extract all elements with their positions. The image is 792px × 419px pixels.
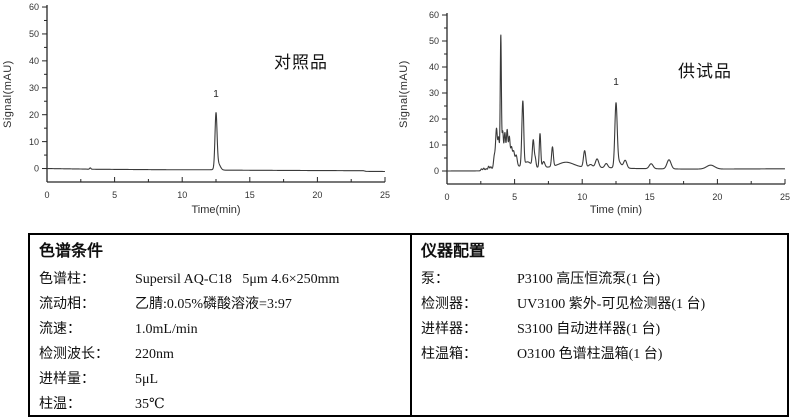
condition-value: 乙腈:0.05%磷酸溶液=3:97: [135, 297, 292, 312]
condition-label: 流动相：: [39, 297, 95, 312]
condition-label: 流速：: [39, 322, 81, 337]
svg-text:10: 10: [429, 140, 439, 150]
svg-text:10: 10: [29, 137, 39, 147]
condition-value: 5μL: [135, 372, 159, 387]
tick-labels: 0 10 20 30 40 50 60 0 5 10 15 20 25: [29, 2, 390, 200]
svg-text:20: 20: [429, 114, 439, 124]
table-row: 柱温箱： O3100 色谱柱温箱(1 台): [421, 342, 787, 367]
condition-value: 220nm: [135, 347, 174, 362]
condition-value: 1.0mL/min: [135, 322, 198, 337]
svg-text:20: 20: [312, 190, 322, 200]
svg-text:10: 10: [577, 192, 587, 202]
y-axis-label: Signal(mAU): [2, 60, 14, 128]
chart-title: 供试品: [678, 62, 732, 81]
instrument-value: P3100 高压恒流泵(1 台): [517, 272, 661, 287]
table-row: 检测波长： 220nm: [39, 342, 410, 367]
table-row: 柱温： 35℃: [39, 392, 410, 417]
signal-trace: [46, 112, 386, 173]
table-row: 进样量： 5μL: [39, 367, 410, 392]
peak-label: 1: [613, 77, 619, 88]
conditions-table: 色谱条件 色谱柱： Supersil AQ-C18 5μm 4.6×250mm …: [28, 233, 789, 417]
y-axis-label: Signal(mAU): [398, 60, 410, 128]
svg-text:60: 60: [429, 10, 439, 20]
chromatogram-plot: 0 10 20 30 40 50 60 0 5 10 15 20 25 1: [29, 2, 390, 200]
svg-text:40: 40: [29, 56, 39, 66]
table-row: 流速： 1.0mL/min: [39, 317, 410, 342]
svg-text:20: 20: [712, 192, 722, 202]
condition-label: 进样量：: [39, 372, 95, 387]
instrument-value: O3100 色谱柱温箱(1 台): [517, 347, 663, 362]
condition-value: Supersil AQ-C18 5μm 4.6×250mm: [135, 272, 340, 287]
condition-value: 35℃: [135, 397, 165, 412]
condition-label: 色谱柱：: [39, 272, 95, 287]
svg-text:30: 30: [29, 83, 39, 93]
table-row: 流动相： 乙腈:0.05%磷酸溶液=3:97: [39, 292, 410, 317]
table-row: 进样器： S3100 自动进样器(1 台): [421, 317, 787, 342]
svg-text:5: 5: [512, 192, 517, 202]
signal-trace: [446, 34, 786, 172]
axes: [446, 13, 785, 185]
chart-title: 对照品: [274, 53, 328, 72]
chromatogram-reference: 0 10 20 30 40 50 60 0 5 10 15 20 25 1 Signal(mAU) Tim…: [0, 0, 396, 228]
svg-text:60: 60: [29, 2, 39, 12]
instrument-label: 泵：: [421, 272, 449, 287]
svg-text:0: 0: [434, 166, 439, 176]
instrument-label: 检测器：: [421, 297, 477, 312]
svg-text:40: 40: [429, 62, 439, 72]
table-row: 检测器： UV3100 紫外-可见检测器(1 台): [421, 292, 787, 317]
svg-text:10: 10: [177, 190, 187, 200]
svg-text:30: 30: [429, 88, 439, 98]
svg-text:0: 0: [34, 164, 39, 174]
chromatographic-conditions-section: 色谱条件 色谱柱： Supersil AQ-C18 5μm 4.6×250mm …: [30, 235, 410, 415]
conditions-header: 色谱条件: [39, 243, 104, 260]
table-row: 色谱柱： Supersil AQ-C18 5μm 4.6×250mm: [39, 267, 410, 292]
svg-text:20: 20: [29, 110, 39, 120]
svg-text:15: 15: [245, 190, 255, 200]
instrument-configuration-section: 仪器配置 泵： P3100 高压恒流泵(1 台) 检测器： UV3100 紫外-…: [410, 235, 787, 415]
instruments-header: 仪器配置: [421, 243, 486, 260]
instrument-value: UV3100 紫外-可见检测器(1 台): [517, 297, 706, 312]
chromatogram-plot: 0 10 20 30 40 50 60 0 5 10 15 20 25 1: [429, 10, 790, 202]
x-axis-label: Time (min): [589, 204, 643, 216]
svg-text:0: 0: [44, 190, 49, 200]
svg-text:25: 25: [780, 192, 790, 202]
svg-text:25: 25: [380, 190, 390, 200]
instrument-value: S3100 自动进样器(1 台): [517, 322, 661, 337]
chromatogram-sample: 0 10 20 30 40 50 60 0 5 10 15 20 25 1 Signal(mAU) Tim…: [396, 0, 792, 228]
tick-labels: 0 10 20 30 40 50 60 0 5 10 15 20 25: [429, 10, 790, 202]
table-row: 泵： P3100 高压恒流泵(1 台): [421, 267, 787, 292]
ticks: [42, 6, 386, 182]
svg-text:15: 15: [645, 192, 655, 202]
ticks: [442, 14, 786, 184]
condition-label: 检测波长：: [39, 347, 109, 362]
svg-text:50: 50: [29, 29, 39, 39]
instrument-label: 柱温箱：: [421, 347, 477, 362]
svg-text:5: 5: [112, 190, 117, 200]
svg-text:0: 0: [444, 192, 449, 202]
instrument-label: 进样器：: [421, 322, 477, 337]
peak-label: 1: [213, 89, 219, 100]
condition-label: 柱温：: [39, 397, 81, 412]
x-axis-label: Time(min): [191, 204, 241, 216]
svg-text:50: 50: [429, 36, 439, 46]
